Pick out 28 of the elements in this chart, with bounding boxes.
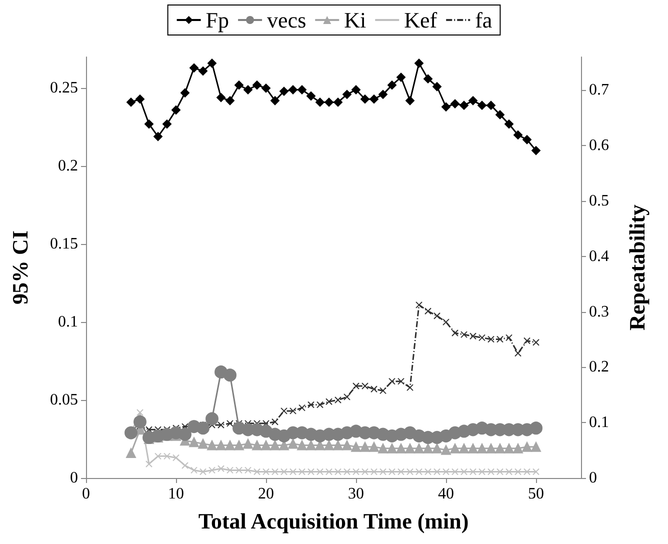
legend-label: Fp <box>206 8 230 32</box>
y2-tick-label: 0 <box>589 470 597 486</box>
y2-tick-label: 0.3 <box>589 303 609 320</box>
y2-tick-label: 0.5 <box>589 192 609 210</box>
y2-axis-title: Repeatability <box>624 204 650 330</box>
x-tick-label: 50 <box>528 486 544 502</box>
x-tick-label: 30 <box>348 486 364 502</box>
y-tick-label: 0.15 <box>50 236 78 253</box>
x-axis-title: Total Acquisition Time (min) <box>198 508 469 534</box>
y2-tick-label: 0.2 <box>589 358 609 376</box>
x-tick-label: 20 <box>258 486 274 502</box>
y2-tick-label: 0.6 <box>589 137 609 154</box>
y2-tick-label: 0.4 <box>589 248 609 265</box>
x-tick-label: 0 <box>82 486 90 502</box>
y-tick-label: 0.2 <box>58 158 78 175</box>
y-tick-label: 0.1 <box>58 314 78 331</box>
y-tick-label: 0 <box>70 470 78 486</box>
x-tick-label: 10 <box>168 486 184 502</box>
x-tick-label: 40 <box>438 486 454 502</box>
legend-label: Ki <box>344 8 366 32</box>
y2-tick-label: 0.7 <box>589 82 609 99</box>
legend-label: fa <box>475 8 492 32</box>
y-tick-label: 0.25 <box>50 80 78 97</box>
legend-label: vecs <box>267 8 306 32</box>
legend-label: Kef <box>404 8 438 32</box>
y-tick-label: 0.05 <box>50 392 78 409</box>
y-axis-title: 95% CI <box>8 230 32 304</box>
y2-tick-label: 0.1 <box>589 414 609 432</box>
